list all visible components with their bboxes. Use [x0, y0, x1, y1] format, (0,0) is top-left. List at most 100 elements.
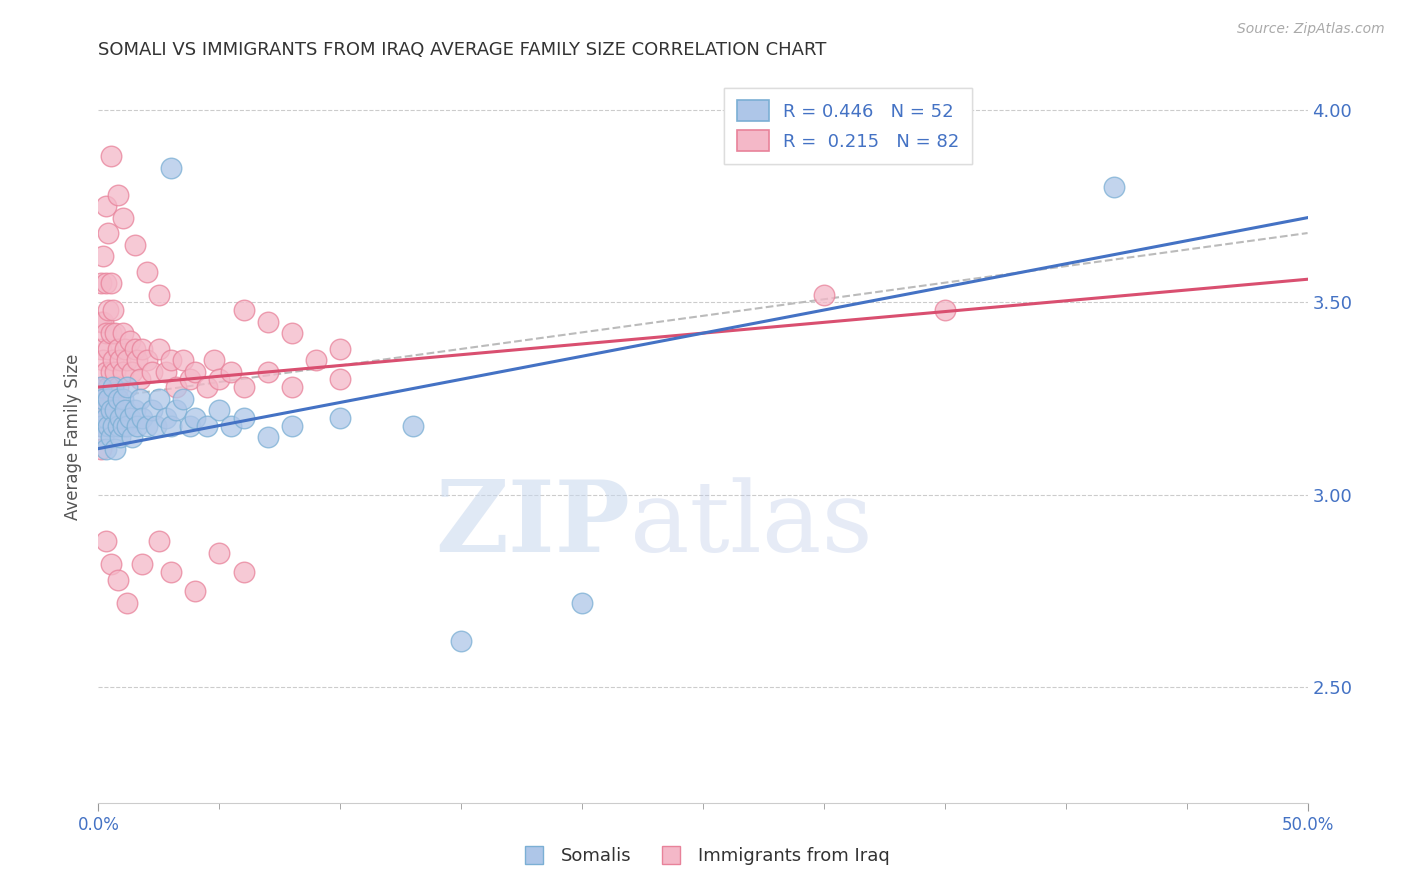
Point [100, 403, 122, 417]
Point [131, 557, 153, 571]
Point [104, 442, 127, 456]
Point [90, 418, 112, 433]
Point [94, 326, 117, 340]
Text: Source: ZipAtlas.com: Source: ZipAtlas.com [1237, 22, 1385, 37]
Point [155, 410, 177, 425]
Point [571, 596, 593, 610]
Point [111, 211, 134, 225]
Point [124, 237, 146, 252]
Point [90, 403, 112, 417]
Point [135, 353, 157, 368]
Point [118, 410, 141, 425]
Point [107, 392, 129, 406]
Point [97, 418, 120, 433]
Point [124, 403, 146, 417]
Point [90, 442, 112, 456]
Point [184, 584, 207, 599]
Point [165, 403, 187, 417]
Point [127, 353, 149, 368]
Point [118, 334, 141, 348]
Point [172, 392, 194, 406]
Point [148, 342, 170, 356]
Point [111, 365, 134, 379]
Point [160, 418, 183, 433]
Legend: Somalis, Immigrants from Iraq: Somalis, Immigrants from Iraq [506, 838, 900, 874]
Legend: R = 0.446   N = 52, R =  0.215   N = 82: R = 0.446 N = 52, R = 0.215 N = 82 [724, 87, 973, 164]
Point [124, 342, 146, 356]
Point [94, 534, 117, 549]
Point [148, 392, 170, 406]
Point [108, 410, 131, 425]
Point [155, 365, 177, 379]
Point [100, 276, 122, 290]
Point [104, 326, 127, 340]
Point [148, 287, 170, 301]
Point [208, 545, 231, 559]
Point [165, 380, 187, 394]
Point [141, 403, 163, 417]
Point [281, 380, 304, 394]
Point [121, 365, 143, 379]
Point [100, 365, 122, 379]
Point [179, 418, 201, 433]
Point [111, 418, 134, 433]
Point [160, 161, 183, 175]
Point [256, 365, 278, 379]
Point [208, 372, 231, 386]
Point [100, 326, 122, 340]
Point [91, 380, 114, 394]
Point [305, 353, 328, 368]
Y-axis label: Average Family Size: Average Family Size [65, 354, 83, 520]
Point [184, 410, 207, 425]
Point [91, 403, 114, 417]
Point [128, 392, 150, 406]
Point [91, 392, 114, 406]
Point [1102, 179, 1125, 194]
Point [256, 315, 278, 329]
Point [232, 303, 254, 318]
Point [104, 403, 127, 417]
Point [117, 353, 139, 368]
Point [117, 418, 139, 433]
Point [131, 342, 153, 356]
Point [100, 430, 122, 444]
Point [160, 353, 183, 368]
Point [195, 418, 218, 433]
Point [114, 342, 136, 356]
Point [128, 372, 150, 386]
Point [114, 403, 136, 417]
Point [97, 380, 120, 394]
Point [104, 365, 127, 379]
Point [94, 410, 117, 425]
Point [329, 410, 352, 425]
Point [232, 565, 254, 579]
Point [90, 403, 112, 417]
Point [117, 596, 139, 610]
Point [204, 353, 226, 368]
Point [208, 403, 231, 417]
Point [232, 380, 254, 394]
Point [127, 418, 149, 433]
Point [94, 276, 117, 290]
Point [450, 634, 472, 648]
Point [184, 365, 207, 379]
Point [813, 287, 835, 301]
Point [94, 199, 117, 213]
Point [141, 365, 163, 379]
Point [94, 365, 117, 379]
Point [101, 392, 124, 406]
Point [97, 226, 120, 240]
Point [131, 410, 153, 425]
Point [101, 380, 124, 394]
Point [135, 264, 157, 278]
Point [97, 392, 120, 406]
Point [108, 430, 131, 444]
Point [148, 534, 170, 549]
Point [101, 303, 124, 318]
Point [101, 418, 124, 433]
Point [107, 380, 129, 394]
Point [195, 380, 218, 394]
Point [107, 573, 129, 587]
Point [934, 303, 956, 318]
Point [90, 315, 112, 329]
